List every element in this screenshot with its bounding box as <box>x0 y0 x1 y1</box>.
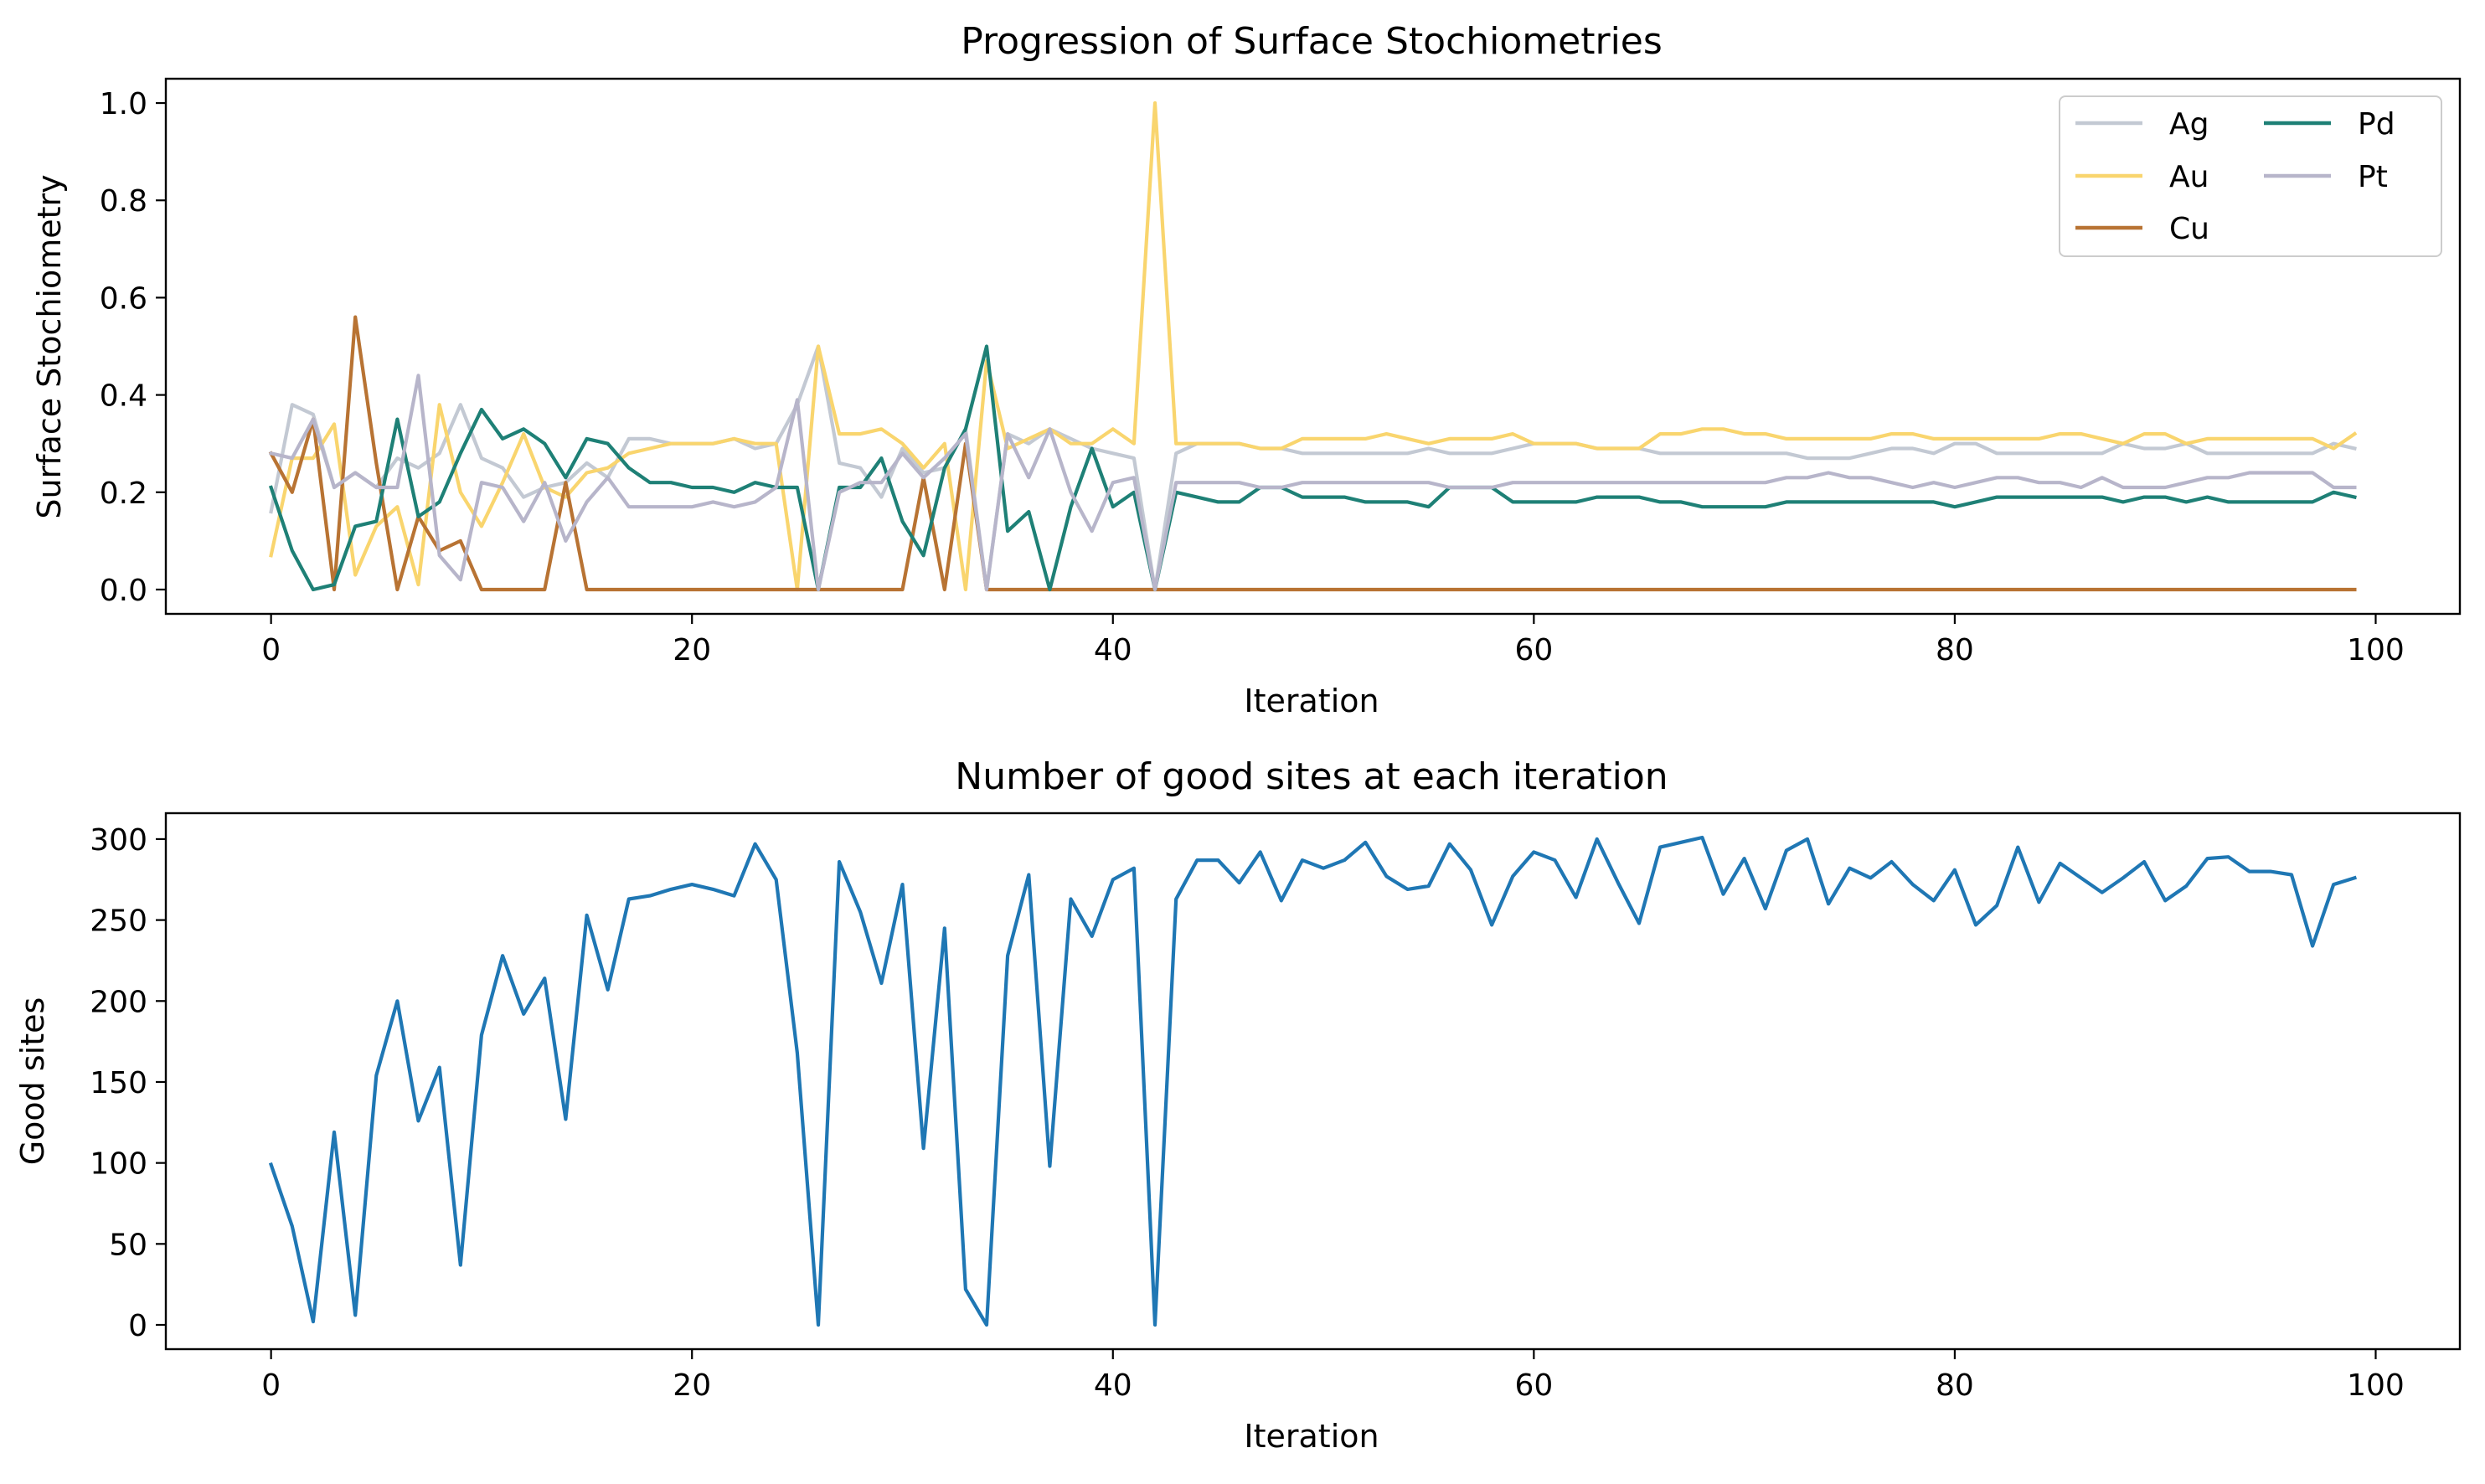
y-tick-label: 0.6 <box>100 281 147 316</box>
legend-label-pd: Pd <box>2358 107 2395 142</box>
plot-frame <box>164 812 2462 1351</box>
y-tick-label: 0 <box>128 1309 147 1343</box>
legend-label-pt: Pt <box>2358 160 2388 194</box>
plot-frame <box>164 77 2462 616</box>
series-line-pd <box>268 344 2357 592</box>
legend: Ag Au Cu Pd Pt <box>2059 95 2442 257</box>
x-tick-label: 0 <box>261 1368 281 1403</box>
y-axis-ticks: 0 50 100 150 200 250 300 <box>90 823 166 1343</box>
x-tick-label: 40 <box>1094 1368 1132 1403</box>
x-tick-label: 60 <box>1514 1368 1553 1403</box>
legend-label-au: Au <box>2169 160 2209 194</box>
series-line-good-sites <box>268 835 2358 1327</box>
y-axis-label: Good sites <box>14 997 51 1166</box>
y-tick-label: 250 <box>90 904 147 939</box>
y-tick-label: 200 <box>90 985 147 1019</box>
x-tick-label: 100 <box>2347 633 2405 667</box>
chart-good-sites: Number of good sites at each iteration 0… <box>14 755 2462 1455</box>
x-tick-label: 80 <box>1936 633 1974 667</box>
x-tick-label: 20 <box>673 633 711 667</box>
x-axis-label: Iteration <box>1244 1418 1379 1455</box>
y-tick-label: 100 <box>90 1147 147 1182</box>
y-tick-label: 150 <box>90 1066 147 1100</box>
x-tick-label: 100 <box>2347 1368 2405 1403</box>
y-tick-label: 300 <box>90 823 147 858</box>
x-tick-label: 20 <box>673 1368 711 1403</box>
x-axis-label: Iteration <box>1244 683 1379 719</box>
chart-surface-stochiometry: Progression of Surface Stochiometries 0 2… <box>31 20 2462 719</box>
y-tick-label: 1.0 <box>100 87 147 121</box>
legend-label-ag: Ag <box>2169 107 2209 142</box>
x-axis-ticks: 0 20 40 60 80 100 <box>261 614 2405 667</box>
y-tick-label: 0.0 <box>100 574 147 608</box>
chart-title: Progression of Surface Stochiometries <box>961 20 1663 63</box>
chart-title: Number of good sites at each iteration <box>955 755 1668 798</box>
x-tick-label: 0 <box>261 633 281 667</box>
series-group <box>268 100 2358 592</box>
x-axis-ticks: 0 20 40 60 80 100 <box>261 1349 2405 1403</box>
legend-box <box>2059 95 2442 257</box>
series-group <box>268 835 2358 1327</box>
x-tick-label: 80 <box>1936 1368 1974 1403</box>
y-tick-label: 0.8 <box>100 184 147 219</box>
series-line-au <box>269 100 2358 592</box>
y-tick-label: 50 <box>109 1228 147 1262</box>
y-axis-ticks: 0.0 0.2 0.4 0.6 0.8 1.0 <box>100 87 166 608</box>
x-tick-label: 40 <box>1094 633 1132 667</box>
x-tick-label: 60 <box>1514 633 1553 667</box>
y-axis-label: Surface Stochiometry <box>31 174 68 518</box>
series-line-pt <box>269 374 2357 592</box>
y-tick-label: 0.4 <box>100 379 147 414</box>
series-line-ag <box>269 344 2357 592</box>
legend-label-cu: Cu <box>2169 212 2209 246</box>
series-line-cu <box>268 315 2357 592</box>
y-tick-label: 0.2 <box>100 477 147 511</box>
